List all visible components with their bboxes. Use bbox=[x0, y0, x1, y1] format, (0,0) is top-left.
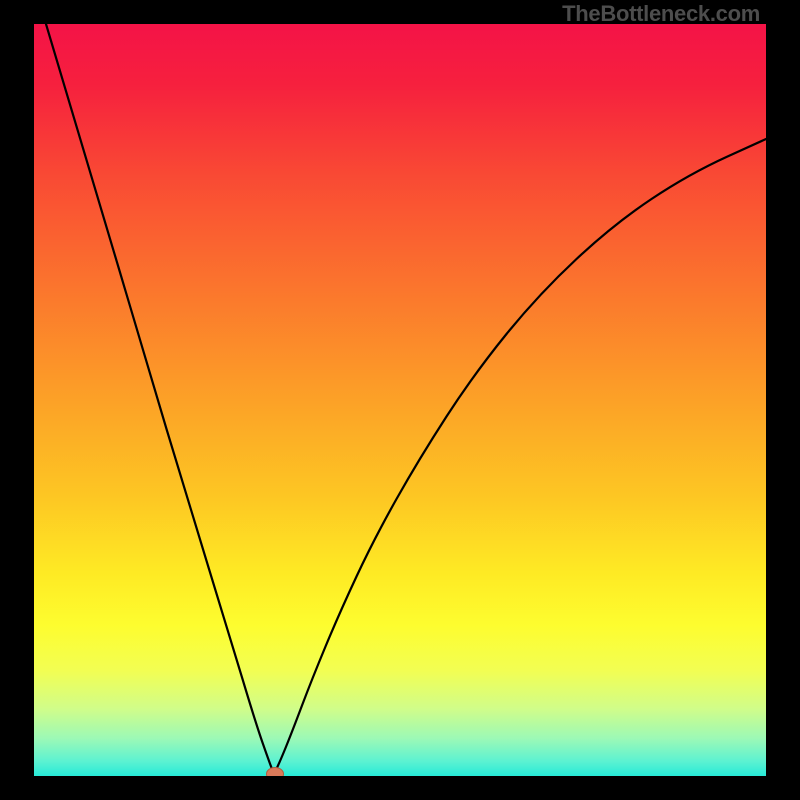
minimum-marker bbox=[266, 767, 284, 776]
curve-left-branch bbox=[46, 24, 274, 774]
curve-right-branch bbox=[274, 139, 766, 774]
frame-left bbox=[0, 0, 34, 800]
frame-bottom bbox=[0, 776, 800, 800]
frame-right bbox=[766, 0, 800, 800]
bottleneck-curve bbox=[34, 24, 766, 776]
plot-area bbox=[34, 24, 766, 776]
watermark-text: TheBottleneck.com bbox=[562, 1, 760, 27]
